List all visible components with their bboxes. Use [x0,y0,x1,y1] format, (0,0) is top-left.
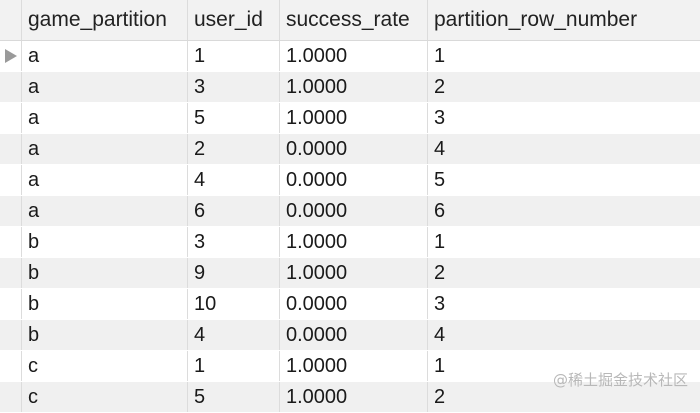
table-row[interactable]: a 2 0.0000 4 [0,134,700,165]
cell-partition-row-number[interactable]: 1 [434,44,446,67]
cell-game-partition[interactable]: a [22,103,188,133]
table-row[interactable]: a 4 0.0000 5 [0,165,700,196]
cell-user-id[interactable]: 3 [188,72,280,102]
table-row[interactable]: a 6 0.0000 6 [0,196,700,227]
cell-game-partition[interactable]: c [22,351,188,381]
cell-partition-row-number[interactable]: 2 [434,385,446,408]
cell-partition-row-number[interactable]: 4 [434,137,446,160]
cell-success-rate[interactable]: 0.0000 [280,320,428,350]
cell-success-rate[interactable]: 1.0000 [280,72,428,102]
cell-user-id[interactable]: 1 [188,41,280,71]
row-marker[interactable] [0,258,22,288]
row-marker[interactable] [0,382,22,412]
cell-success-rate[interactable]: 0.0000 [280,165,428,195]
column-header-game-partition[interactable]: game_partition [22,0,188,40]
column-header-partition-row-number[interactable]: partition_row_number [434,8,638,31]
cell-success-rate[interactable]: 0.0000 [280,196,428,226]
watermark-text: @稀土掘金技术社区 [552,371,688,389]
cell-success-rate[interactable]: 1.0000 [280,258,428,288]
cell-partition-row-number[interactable]: 1 [434,354,446,377]
cell-partition-row-number[interactable]: 5 [434,168,446,191]
row-marker[interactable] [0,320,22,350]
cell-user-id[interactable]: 4 [188,320,280,350]
cell-user-id[interactable]: 9 [188,258,280,288]
cell-game-partition[interactable]: b [22,227,188,257]
row-marker[interactable] [0,134,22,164]
table-row[interactable]: b 9 1.0000 2 [0,258,700,289]
rows-container: a 1 1.0000 1 a 3 1.0000 2 a 5 1.0000 3 a 2 0.0000 4 a 4 0.… [0,41,700,413]
cell-partition-row-number[interactable]: 6 [434,199,446,222]
column-header-success-rate[interactable]: success_rate [280,0,428,40]
cell-user-id[interactable]: 1 [188,351,280,381]
cell-game-partition[interactable]: a [22,134,188,164]
cell-partition-row-number[interactable]: 3 [434,292,446,315]
row-marker[interactable] [0,41,22,71]
cell-partition-row-number[interactable]: 2 [434,261,446,284]
cell-success-rate[interactable]: 1.0000 [280,41,428,71]
cell-game-partition[interactable]: a [22,165,188,195]
cell-game-partition[interactable]: b [22,289,188,319]
cell-user-id[interactable]: 5 [188,103,280,133]
cell-partition-row-number[interactable]: 3 [434,106,446,129]
row-marker[interactable] [0,165,22,195]
cell-game-partition[interactable]: b [22,320,188,350]
cell-success-rate[interactable]: 1.0000 [280,103,428,133]
cell-partition-row-number[interactable]: 4 [434,323,446,346]
row-marker[interactable] [0,289,22,319]
cell-success-rate[interactable]: 0.0000 [280,289,428,319]
cell-user-id[interactable]: 2 [188,134,280,164]
cell-partition-row-number[interactable]: 1 [434,230,446,253]
cell-user-id[interactable]: 10 [188,289,280,319]
cell-game-partition[interactable]: a [22,196,188,226]
table-row[interactable]: c 1 1.0000 1 [0,351,700,382]
table-row[interactable]: a 1 1.0000 1 [0,41,700,72]
table-row[interactable]: b 10 0.0000 3 [0,289,700,320]
current-row-arrow-icon [4,49,17,63]
cell-game-partition[interactable]: c [22,382,188,412]
cell-user-id[interactable]: 4 [188,165,280,195]
cell-game-partition[interactable]: a [22,41,188,71]
row-marker[interactable] [0,72,22,102]
cell-success-rate[interactable]: 1.0000 [280,351,428,381]
cell-partition-row-number[interactable]: 2 [434,75,446,98]
cell-game-partition[interactable]: b [22,258,188,288]
table-row[interactable]: b 3 1.0000 1 [0,227,700,258]
cell-user-id[interactable]: 6 [188,196,280,226]
cell-game-partition[interactable]: a [22,72,188,102]
header-row: game_partition user_id success_rate part… [0,0,700,41]
row-marker[interactable] [0,351,22,381]
cell-user-id[interactable]: 5 [188,382,280,412]
row-marker-header [0,0,22,40]
table-row[interactable]: a 5 1.0000 3 [0,103,700,134]
cell-success-rate[interactable]: 1.0000 [280,227,428,257]
watermark: @稀土掘金技术社区 [553,369,688,390]
cell-success-rate[interactable]: 0.0000 [280,134,428,164]
row-marker[interactable] [0,103,22,133]
table-row[interactable]: a 3 1.0000 2 [0,72,700,103]
cell-success-rate[interactable]: 1.0000 [280,382,428,412]
row-marker[interactable] [0,227,22,257]
cell-user-id[interactable]: 3 [188,227,280,257]
column-header-user-id[interactable]: user_id [188,0,280,40]
table-row[interactable]: b 4 0.0000 4 [0,320,700,351]
row-marker[interactable] [0,196,22,226]
